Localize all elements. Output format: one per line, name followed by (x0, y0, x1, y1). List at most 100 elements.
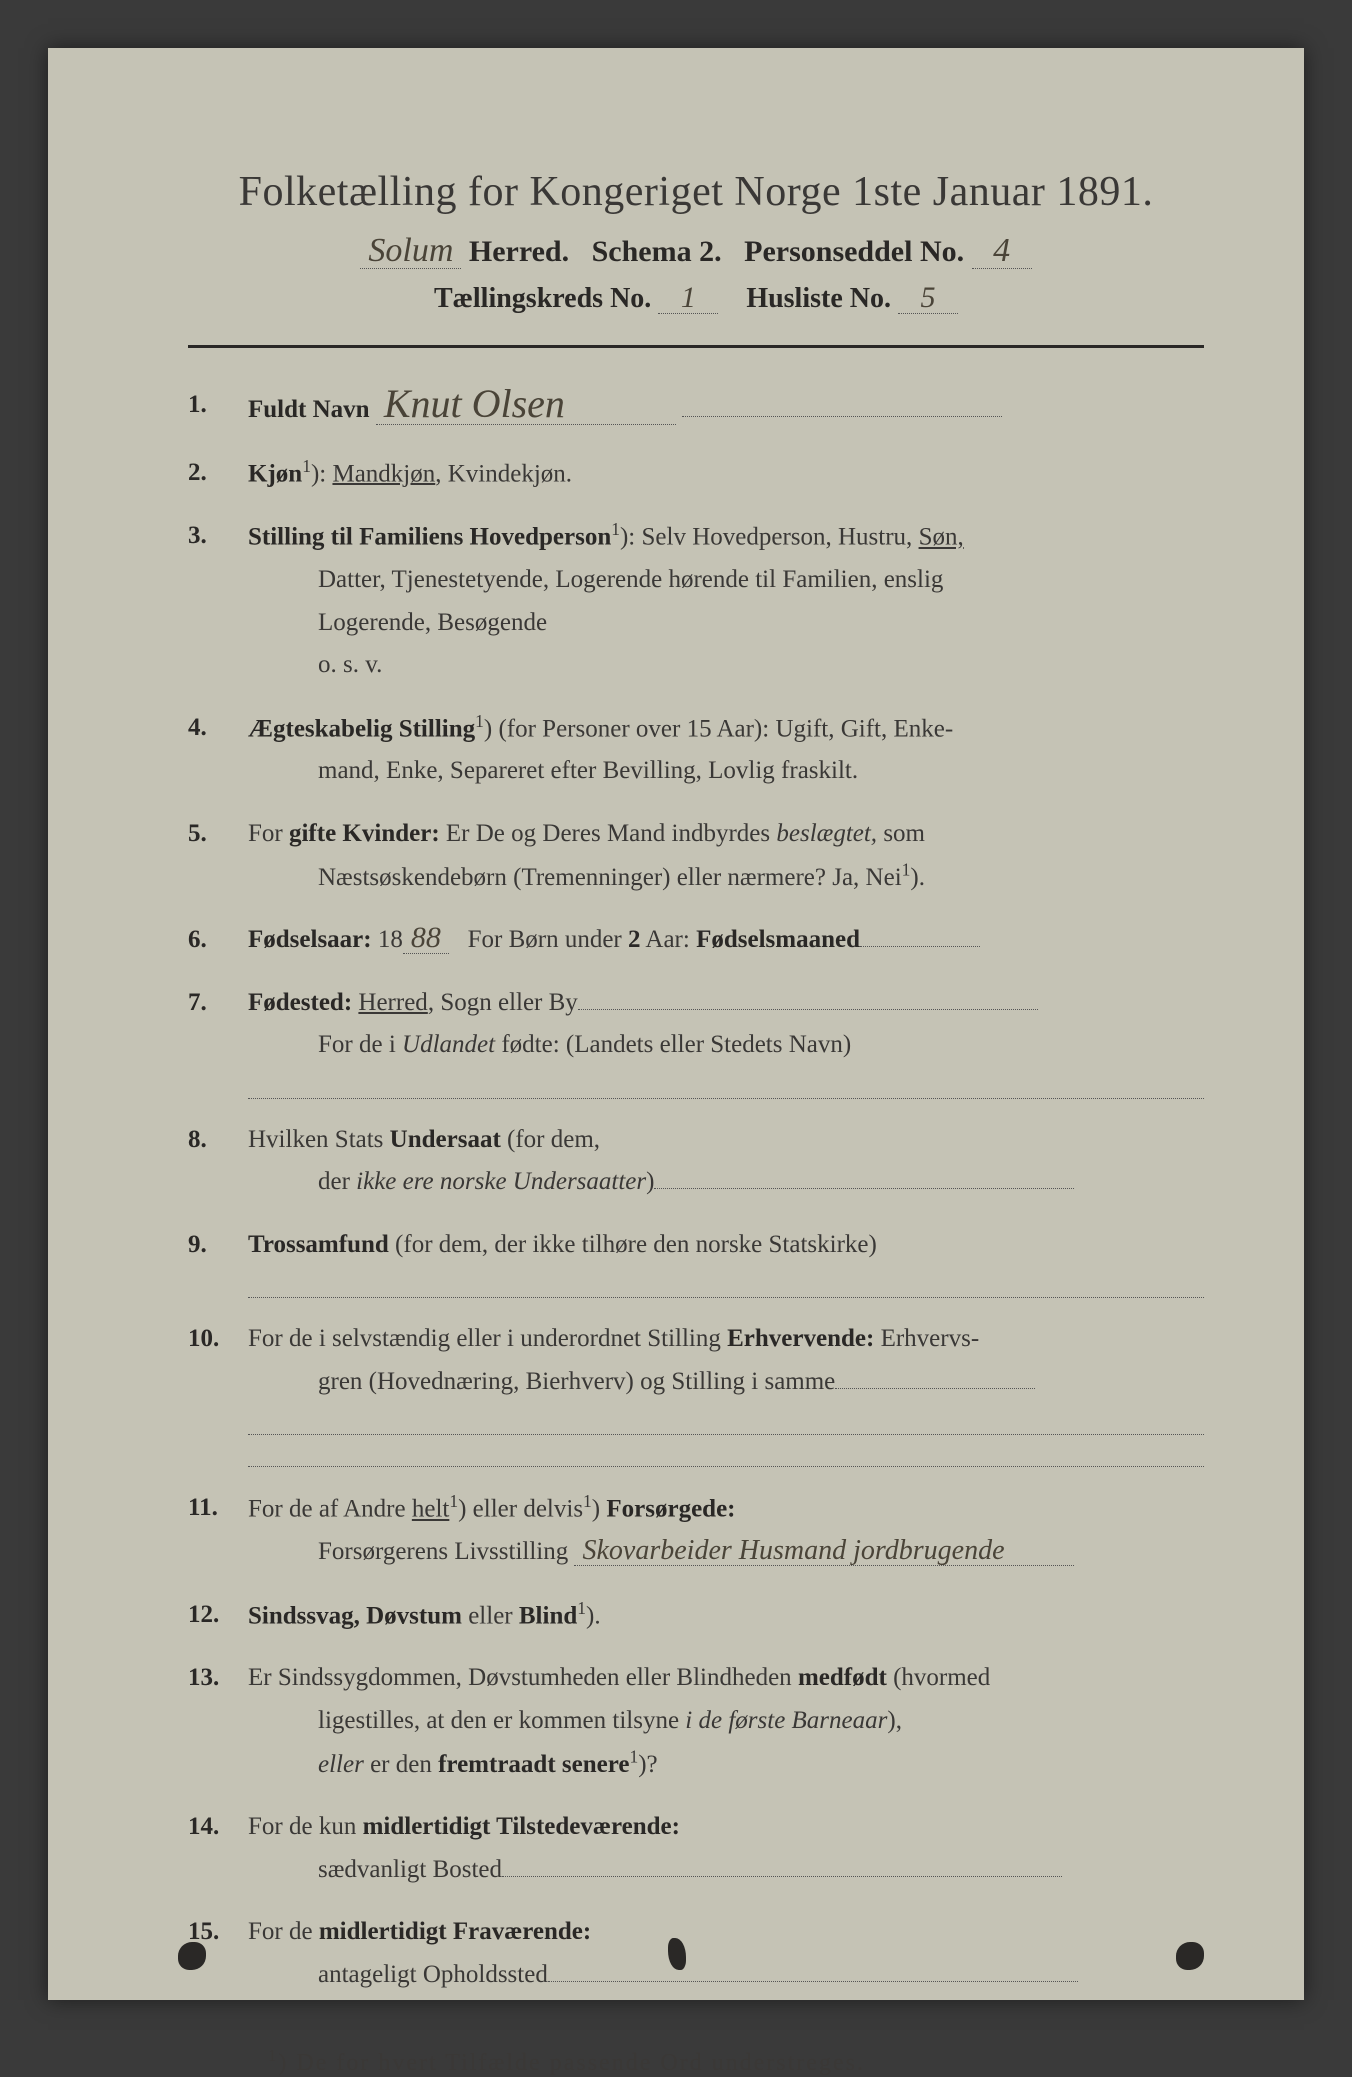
underlined-value: Søn, (919, 524, 964, 551)
field-label: Trossamfund (248, 1231, 389, 1258)
text: , Kvindekjøn. (435, 460, 572, 487)
item-8: 8. Hvilken Stats Undersaat (for dem, der… (188, 1119, 1204, 1204)
text: )? (638, 1751, 657, 1778)
text: der (318, 1168, 356, 1195)
item-2: 2. Kjøn1): Mandkjøn, Kvindekjøn. (188, 452, 1204, 496)
item-body: For de i selvstændig eller i underordnet… (248, 1318, 1204, 1467)
text: ): (311, 460, 333, 487)
italic-text: beslægtet, (776, 820, 877, 847)
personseddel-no-handwritten: 4 (972, 234, 1032, 269)
text: Er De og Deres Mand indbyrdes (440, 820, 777, 847)
name-handwritten: Knut Olsen (376, 384, 676, 425)
text: (for dem, (501, 1126, 600, 1153)
item-body: Stilling til Familiens Hovedperson1): Se… (248, 515, 1204, 686)
item-body: Fuldt Navn Knut Olsen (248, 384, 1204, 432)
item-body: Ægteskabelig Stilling1) (for Personer ov… (248, 707, 1204, 793)
year-handwritten: 88 (403, 923, 449, 954)
continuation: o. s. v. (248, 651, 382, 678)
footnote-ref: 1 (449, 1491, 458, 1511)
italic-text: eller (318, 1751, 364, 1778)
item-number: 13. (188, 1657, 248, 1786)
item-number: 3. (188, 515, 248, 686)
item-5: 5. For gifte Kvinder: Er De og Deres Man… (188, 813, 1204, 899)
item-number: 5. (188, 813, 248, 899)
text: fødte: (Landets eller Stedets Navn) (495, 1031, 851, 1058)
text: For de kun (248, 1813, 363, 1840)
item-number: 12. (188, 1594, 248, 1638)
dotted-line (860, 946, 980, 947)
item-body: Er Sindssygdommen, Døvstumheden eller Bl… (248, 1657, 1204, 1786)
continuation: der ikke ere norske Undersaatter) (248, 1168, 654, 1195)
text: ), (887, 1707, 902, 1734)
bold-text: Blind (519, 1602, 577, 1629)
text: Hvilken Stats (248, 1126, 390, 1153)
item-number: 6. (188, 919, 248, 962)
text: , Sogn eller By (428, 989, 578, 1016)
footnote-text: ) De for hvert Tilfælde passende Ord und… (278, 2050, 865, 2076)
item-number: 2. (188, 452, 248, 496)
hole-punch-icon (178, 1942, 206, 1970)
underlined-value: helt (412, 1496, 450, 1523)
item-1: 1. Fuldt Navn Knut Olsen (188, 384, 1204, 432)
dotted-line (248, 1272, 1204, 1298)
field-label: Fødselsaar: (248, 926, 372, 953)
item-body: Sindssvag, Døvstum eller Blind1). (248, 1594, 1204, 1638)
field-label: Ægteskabelig Stilling (248, 715, 475, 742)
item-body: Fødselsaar: 1888 For Børn under 2 Aar: F… (248, 919, 1204, 962)
text: Aar: (641, 926, 697, 953)
dotted-line (682, 416, 1002, 417)
item-number: 11. (188, 1487, 248, 1573)
footnote-ref: 1 (577, 1598, 586, 1618)
text: Forsørgerens Livsstilling (318, 1538, 568, 1565)
bold-text: Fødselsmaaned (696, 926, 860, 953)
item-9: 9. Trossamfund (for dem, der ikke tilhør… (188, 1224, 1204, 1299)
hole-punch-icon (1176, 1942, 1204, 1970)
header-line-2: Tællingskreds No. 1 Husliste No. 5 (188, 283, 1204, 315)
text: For Børn under (461, 926, 628, 953)
dotted-line (248, 1441, 1204, 1467)
item-body: Fødested: Herred, Sogn eller By For de i… (248, 982, 1204, 1099)
herred-label: Herred. (469, 235, 569, 268)
continuation: Datter, Tjenestetyende, Logerende hørend… (248, 566, 943, 593)
text: For (248, 820, 289, 847)
item-body: For de af Andre helt1) eller delvis1) Fo… (248, 1487, 1204, 1573)
occupation-handwritten: Skovarbeider Husmand jordbrugende (574, 1537, 1074, 1566)
dotted-line (548, 1981, 1078, 1982)
herred-handwritten: Solum (360, 234, 461, 269)
footnote-ref: 1 (302, 456, 311, 476)
item-body: Trossamfund (for dem, der ikke tilhøre d… (248, 1224, 1204, 1299)
item-3: 3. Stilling til Familiens Hovedperson1):… (188, 515, 1204, 686)
item-body: For de kun midlertidigt Tilstedeværende:… (248, 1806, 1204, 1891)
continuation: sædvanligt Bosted (248, 1856, 502, 1883)
footnote: 1) De for hvert Tilfælde passende Ord un… (188, 2046, 1204, 2077)
item-number: 10. (188, 1318, 248, 1467)
bold-text: gifte Kvinder: (289, 820, 440, 847)
item-number: 8. (188, 1119, 248, 1204)
continuation: antageligt Opholdssted (248, 1961, 548, 1988)
bold-text: midlertidigt Fraværende: (319, 1918, 591, 1945)
text: ) (646, 1168, 654, 1195)
item-number: 1. (188, 384, 248, 432)
dotted-line (248, 1409, 1204, 1435)
field-label: Fuldt Navn (248, 396, 370, 423)
footnote-marker: 1 (268, 2046, 278, 2065)
personseddel-label: Personseddel No. (744, 235, 964, 268)
text: ) (for Personer over 15 Aar): Ugift, Gif… (484, 715, 953, 742)
bold-text: Undersaat (390, 1126, 501, 1153)
item-4: 4. Ægteskabelig Stilling1) (for Personer… (188, 707, 1204, 793)
item-15: 15. For de midlertidigt Fraværende: anta… (188, 1911, 1204, 1996)
continuation: ligestilles, at den er kommen tilsyne i … (248, 1707, 902, 1734)
item-12: 12. Sindssvag, Døvstum eller Blind1). (188, 1594, 1204, 1638)
text: 18 (372, 926, 403, 953)
text: ): Selv Hovedperson, Hustru, (620, 524, 919, 551)
field-label: Sindssvag, Døvstum (248, 1602, 462, 1629)
item-11: 11. For de af Andre helt1) eller delvis1… (188, 1487, 1204, 1573)
bold-text: fremtraadt senere (438, 1751, 629, 1778)
footnote-ref: 1 (583, 1491, 592, 1511)
text: Er Sindssygdommen, Døvstumheden eller Bl… (248, 1664, 798, 1691)
continuation: mand, Enke, Separeret efter Bevilling, L… (248, 757, 858, 784)
dotted-line (578, 1009, 1038, 1010)
schema-label: Schema 2. (592, 235, 722, 268)
footnote-ref: 1 (611, 519, 620, 539)
underlined-value: Mandkjøn (332, 460, 435, 487)
